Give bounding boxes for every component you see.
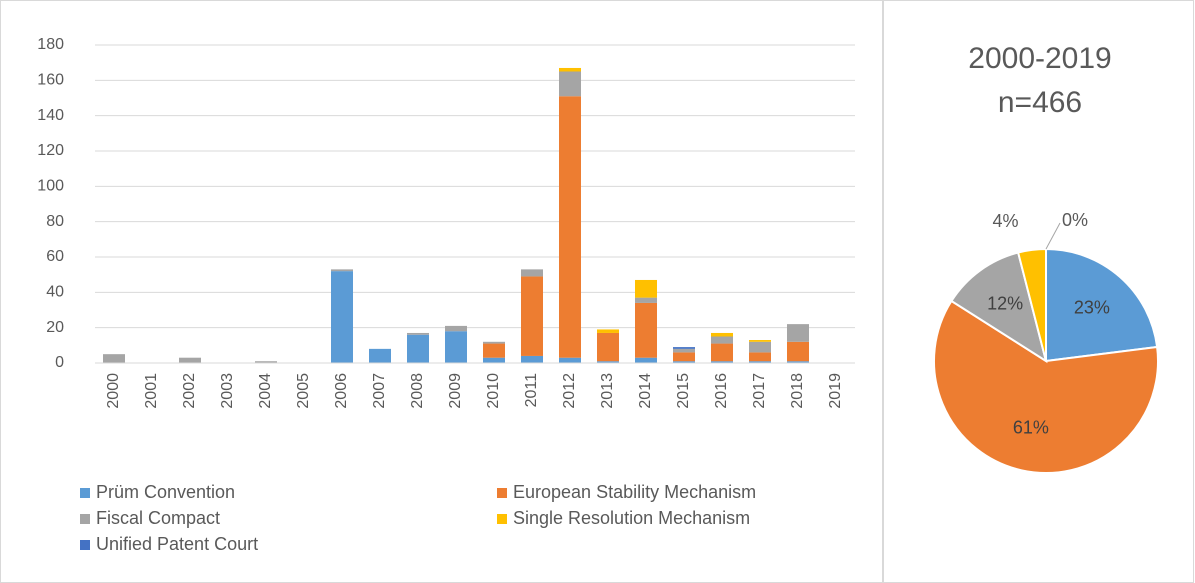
x-tick-label: 2001	[143, 373, 160, 409]
bar-segment	[483, 357, 505, 363]
x-tick-label: 2016	[713, 373, 730, 409]
legend-label: European Stability Mechanism	[513, 482, 756, 502]
x-tick-label: 2015	[675, 373, 692, 409]
bar-segment	[787, 361, 809, 363]
bar-segment	[331, 271, 353, 363]
x-tick-label: 2011	[523, 373, 540, 408]
y-tick-label: 100	[37, 178, 64, 195]
pie-slice	[1045, 247, 1159, 363]
bar-segment	[635, 279, 657, 298]
pie-label: 23%	[1074, 298, 1110, 318]
bar-segment	[445, 325, 467, 332]
bar-segment	[597, 361, 619, 363]
x-tick-label: 2017	[751, 373, 768, 409]
pie-slice	[950, 251, 1048, 364]
bar-segment	[749, 361, 771, 363]
bar-segment	[559, 71, 581, 97]
pie-subtitle: n=466	[998, 86, 1082, 119]
bar-segment	[483, 343, 505, 358]
bar-segment	[635, 302, 657, 358]
bar-segment	[559, 96, 581, 358]
bar-segment	[787, 324, 809, 342]
x-tick-label: 2002	[181, 373, 198, 409]
y-tick-label: 20	[46, 319, 64, 336]
bar-segment	[179, 357, 201, 363]
bar-segment	[521, 355, 543, 363]
bar-segment	[711, 336, 733, 344]
bar-segment	[255, 361, 277, 363]
bar-segment	[673, 347, 695, 349]
legend-swatch	[80, 488, 90, 498]
bar-segment	[711, 361, 733, 363]
legend-label: Fiscal Compact	[96, 508, 220, 528]
y-tick-label: 80	[46, 213, 64, 230]
pie-label: 0%	[1062, 210, 1088, 230]
y-tick-label: 60	[46, 248, 64, 265]
bar-segment	[673, 352, 695, 362]
leader-line	[1045, 222, 1061, 250]
x-tick-label: 2012	[561, 373, 578, 409]
legend-swatch	[80, 540, 90, 550]
bar-segment	[483, 341, 505, 344]
bar-segment	[407, 334, 429, 363]
bar-segment	[559, 357, 581, 363]
bar-segment	[331, 269, 353, 272]
x-tick-label: 2005	[295, 373, 312, 409]
bar-segment	[521, 269, 543, 277]
x-tick-label: 2006	[333, 373, 350, 409]
y-tick-label: 140	[37, 107, 64, 124]
bar-segment	[635, 297, 657, 303]
x-tick-label: 2000	[105, 373, 122, 409]
x-tick-label: 2008	[409, 373, 426, 409]
x-tick-label: 2009	[447, 373, 464, 409]
y-tick-label: 0	[55, 354, 64, 371]
bar-segment	[445, 331, 467, 363]
pie-slice	[933, 299, 1159, 474]
legend-swatch	[497, 488, 507, 498]
bar-segment	[749, 352, 771, 362]
bar-segment	[749, 341, 771, 353]
x-tick-label: 2014	[637, 373, 654, 409]
pie-label: 12%	[987, 294, 1023, 314]
x-tick-label: 2010	[485, 373, 502, 409]
y-tick-label: 160	[37, 72, 64, 89]
bar-segment	[635, 357, 657, 363]
bar-segment	[597, 329, 619, 333]
bar-segment	[711, 343, 733, 362]
legend-swatch	[497, 514, 507, 524]
bar-segment	[749, 340, 771, 342]
x-tick-label: 2018	[789, 373, 806, 409]
bar-segment	[369, 348, 391, 363]
pie-label: 4%	[992, 211, 1018, 231]
bar-segment	[711, 332, 733, 337]
y-tick-label: 120	[37, 142, 64, 159]
bar-segment	[521, 276, 543, 356]
bar-segment	[103, 354, 125, 363]
bar-segment	[673, 361, 695, 363]
bar-segment	[559, 67, 581, 72]
legend-label: Prüm Convention	[96, 482, 235, 502]
x-tick-label: 2003	[219, 373, 236, 409]
bar-frame	[0, 0, 883, 583]
bar-segment	[597, 332, 619, 362]
y-tick-label: 40	[46, 284, 64, 301]
y-tick-label: 180	[37, 36, 64, 53]
bar-segment	[787, 341, 809, 362]
x-tick-label: 2007	[371, 373, 388, 409]
x-tick-label: 2004	[257, 373, 274, 409]
pie-title: 2000-2019	[968, 42, 1111, 75]
bar-segment	[673, 348, 695, 353]
legend-label: Single Resolution Mechanism	[513, 508, 750, 528]
legend-label: Unified Patent Court	[96, 534, 258, 554]
pie-label: 61%	[1013, 418, 1049, 438]
x-tick-label: 2013	[599, 373, 616, 409]
x-tick-label: 2019	[827, 373, 844, 409]
bar-segment	[407, 332, 429, 335]
legend-swatch	[80, 514, 90, 524]
